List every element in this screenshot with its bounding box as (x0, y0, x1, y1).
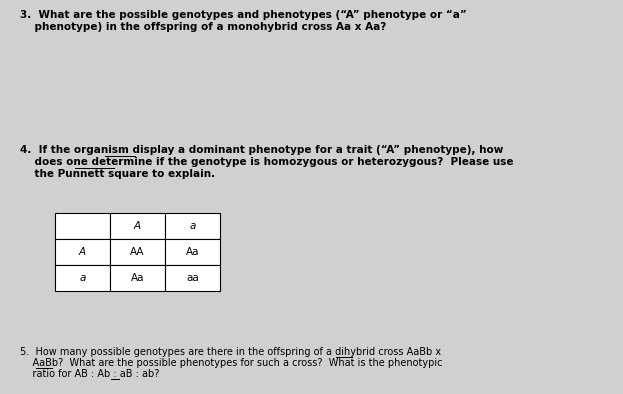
Bar (110, 265, 165, 291)
Bar (55, 213, 110, 239)
Bar (55, 265, 110, 291)
Text: AaBb?  What are the possible phenotypes for such a cross?  What is the phenotypi: AaBb? What are the possible phenotypes f… (20, 358, 442, 368)
Text: 3.  What are the possible genotypes and phenotypes (“A” phenotype or “a”: 3. What are the possible genotypes and p… (20, 10, 467, 20)
Bar (165, 239, 220, 265)
Text: a: a (189, 221, 196, 231)
Text: phenotype) in the offspring of a monohybrid cross Aa x Aa?: phenotype) in the offspring of a monohyb… (20, 22, 386, 32)
Bar (165, 265, 220, 291)
Bar (165, 213, 220, 239)
Text: a: a (79, 273, 86, 283)
Text: ratio for AB : Ab : aB : ab?: ratio for AB : Ab : aB : ab? (20, 369, 159, 379)
Text: does one determine if the genotype is homozygous or heterozygous?  Please use: does one determine if the genotype is ho… (20, 157, 513, 167)
Text: A: A (134, 221, 141, 231)
Bar (110, 239, 165, 265)
Text: Aa: Aa (186, 247, 199, 257)
Text: A: A (79, 247, 86, 257)
Bar (55, 239, 110, 265)
Text: Aa: Aa (131, 273, 145, 283)
Text: aa: aa (186, 273, 199, 283)
Text: the Punnett square to explain.: the Punnett square to explain. (20, 169, 215, 179)
Text: 4.  If the organism display a dominant phenotype for a trait (“A” phenotype), ho: 4. If the organism display a dominant ph… (20, 145, 503, 155)
Bar (110, 213, 165, 239)
Text: AA: AA (130, 247, 145, 257)
Text: 5.  How many possible genotypes are there in the offspring of a dihybrid cross A: 5. How many possible genotypes are there… (20, 347, 441, 357)
